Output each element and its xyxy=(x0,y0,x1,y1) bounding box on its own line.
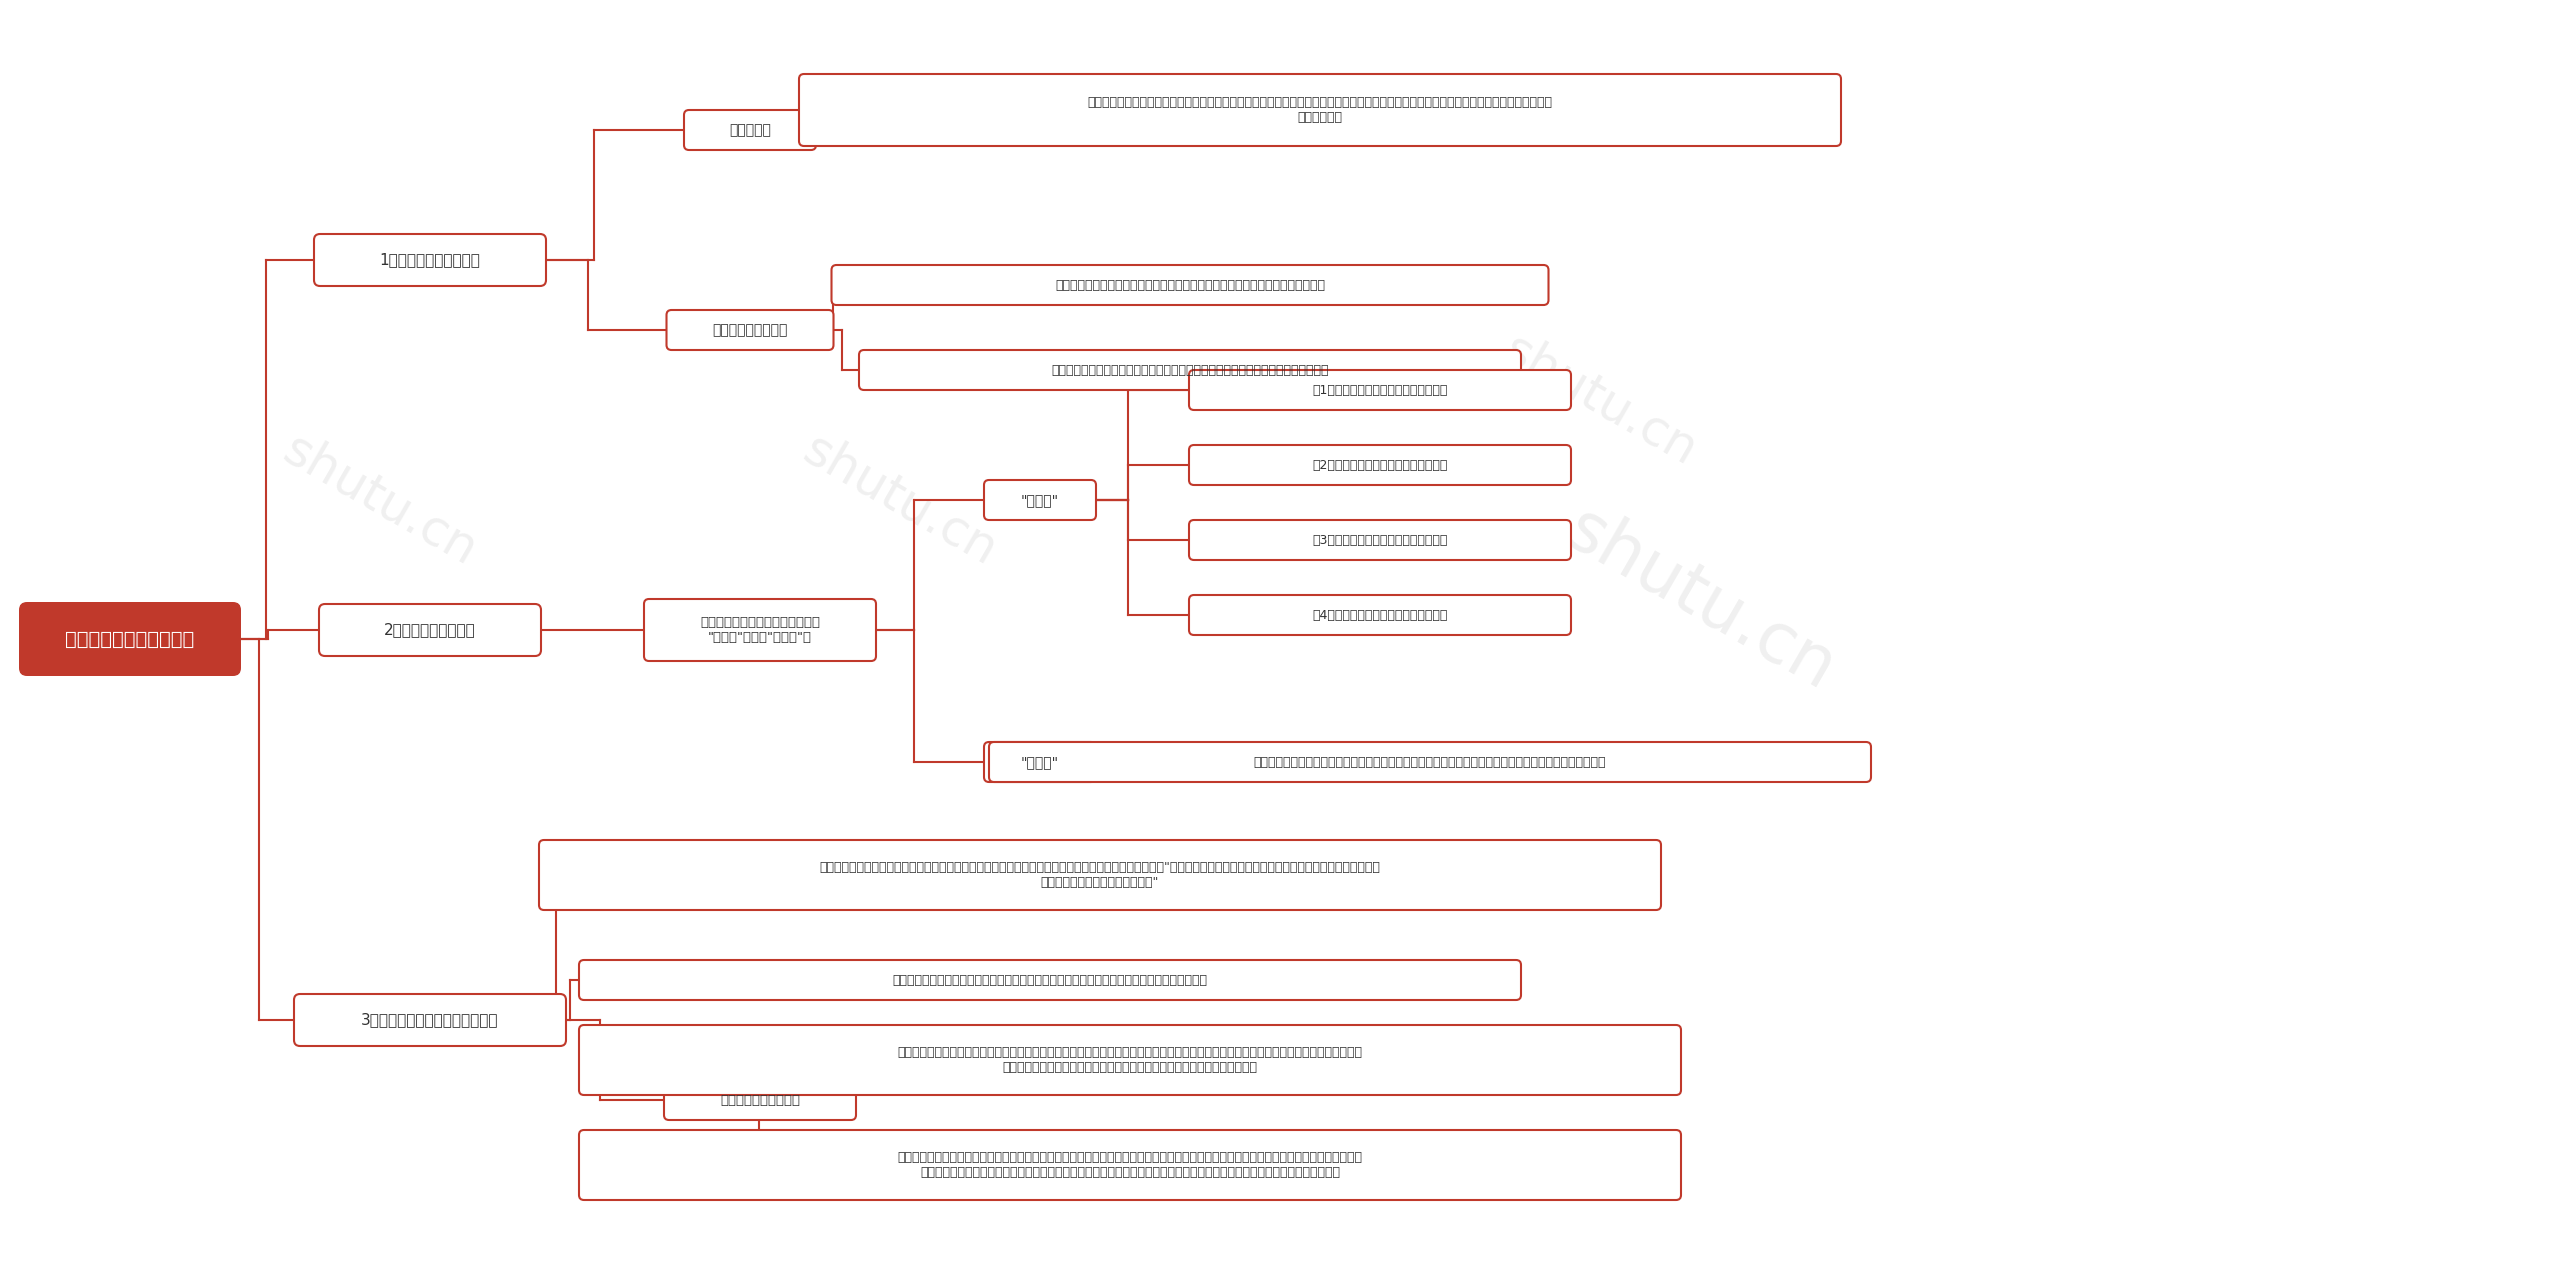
Text: （3）以同一保险事故订立数个保险合同: （3）以同一保险事故订立数个保险合同 xyxy=(1313,533,1449,547)
FancyBboxPatch shape xyxy=(988,743,1871,782)
Text: shutu.cn: shutu.cn xyxy=(794,426,1006,575)
FancyBboxPatch shape xyxy=(1188,371,1572,410)
Text: （1）以同一保险标的订立数个保险合同: （1）以同一保险标的订立数个保险合同 xyxy=(1313,383,1449,396)
Text: 在重复保险的情况下，当发生保险事故，对于保险标的所受损失，由各保险人分摊: 在重复保险的情况下，当发生保险事故，对于保险标的所受损失，由各保险人分摊 xyxy=(1055,279,1326,291)
Text: 3重复保险合同的效力及法律后果: 3重复保险合同的效力及法律后果 xyxy=(361,1012,499,1028)
FancyBboxPatch shape xyxy=(983,481,1096,520)
Text: 第二、投保人是否有权要求保险人退还超额部分的保险费。如果是善意的重复保险，在保险事故发生之前，应投保人要求保险人按超额部分的
比例退还保险费；如果是恶意的重复保: 第二、投保人是否有权要求保险人退还超额部分的保险费。如果是善意的重复保险，在保险… xyxy=(899,1151,1362,1180)
FancyBboxPatch shape xyxy=(540,840,1661,910)
Text: 保险学重复保险分摊原则: 保险学重复保险分摊原则 xyxy=(67,630,195,648)
FancyBboxPatch shape xyxy=(579,1025,1682,1095)
Text: 主要体现在两个方面：: 主要体现在两个方面： xyxy=(719,1094,799,1107)
Text: 指投保人就同一保险标的、同一保险利益同时向两个或两个以上的保险人投保同一危险，且保险期限相同或重叠，保险金额总和超过保险标的
价值的保险。: 指投保人就同一保险标的、同一保险利益同时向两个或两个以上的保险人投保同一危险，且… xyxy=(1088,96,1551,124)
Text: shutu.cn: shutu.cn xyxy=(1554,496,1846,704)
Text: 如果保险金额总和超过保险价值，各保险人承担的赔偿金额总和不得超过保险价值。: 如果保险金额总和超过保险价值，各保险人承担的赔偿金额总和不得超过保险价值。 xyxy=(1052,363,1329,377)
Text: 2重复保险的构成要件: 2重复保险的构成要件 xyxy=(384,622,476,638)
Text: shutu.cn: shutu.cn xyxy=(1495,326,1705,474)
FancyBboxPatch shape xyxy=(645,599,876,661)
Text: 重复保险分摊原则：: 重复保险分摊原则： xyxy=(712,323,788,337)
FancyBboxPatch shape xyxy=(579,960,1521,999)
Text: "一超过": "一超过" xyxy=(1021,755,1060,769)
Text: 重复保险合同的效力如何，各国法律规定不尽相同。《中华人民共和国保险法》第五十五条第三款规定："保险金额不得超过保险价值；超过保险价值的，超过的部分无效
，保险人: 重复保险合同的效力如何，各国法律规定不尽相同。《中华人民共和国保险法》第五十五条… xyxy=(819,861,1380,889)
Text: 1重复保险分摊原则含义: 1重复保险分摊原则含义 xyxy=(379,253,481,267)
Text: （2）以同一保险利益订立数个保险合同: （2）以同一保险利益订立数个保险合同 xyxy=(1313,459,1449,472)
FancyBboxPatch shape xyxy=(315,234,545,286)
Text: （4）在同一保险期间订立数个保险合同: （4）在同一保险期间订立数个保险合同 xyxy=(1313,608,1449,621)
FancyBboxPatch shape xyxy=(1188,596,1572,635)
FancyBboxPatch shape xyxy=(294,994,566,1045)
FancyBboxPatch shape xyxy=(799,74,1841,146)
FancyBboxPatch shape xyxy=(18,602,241,676)
Text: 保险金额的总和超过保险价值。狭义重复保险还要求所有保险人承保的保险金额总和超过保险标的的价值。: 保险金额的总和超过保险价值。狭义重复保险还要求所有保险人承保的保险金额总和超过保… xyxy=(1254,755,1605,768)
FancyBboxPatch shape xyxy=(684,110,817,150)
Text: 重复含义：: 重复含义： xyxy=(730,123,771,137)
Text: shutu.cn: shutu.cn xyxy=(274,426,486,575)
FancyBboxPatch shape xyxy=(666,311,835,350)
FancyBboxPatch shape xyxy=(1188,445,1572,484)
FancyBboxPatch shape xyxy=(1188,520,1572,560)
FancyBboxPatch shape xyxy=(832,265,1549,305)
FancyBboxPatch shape xyxy=(860,350,1521,390)
Text: "四同一": "四同一" xyxy=(1021,493,1060,507)
Text: 重复保险的投保人可以就保险金额总和超过保险价值的部分，请求各保险人按比例返还保险费。: 重复保险的投保人可以就保险金额总和超过保险价值的部分，请求各保险人按比例返还保险… xyxy=(893,974,1208,987)
FancyBboxPatch shape xyxy=(579,1130,1682,1200)
FancyBboxPatch shape xyxy=(663,1080,855,1120)
Text: 第一、保险人对因保险事故所造成的损害是否承担赔偿责任，各国保险法规定，如果是善意的重复保险，发生保险事故后，保险人则按照一定
的方式分摊保险赔偿责任；如果是恶意: 第一、保险人对因保险事故所造成的损害是否承担赔偿责任，各国保险法规定，如果是善意… xyxy=(899,1045,1362,1074)
FancyBboxPatch shape xyxy=(983,743,1096,782)
FancyBboxPatch shape xyxy=(320,604,540,656)
Text: 重复保险的构成要件应当同时具备
"四同一"，满足"一超过"。: 重复保险的构成要件应当同时具备 "四同一"，满足"一超过"。 xyxy=(699,616,819,644)
